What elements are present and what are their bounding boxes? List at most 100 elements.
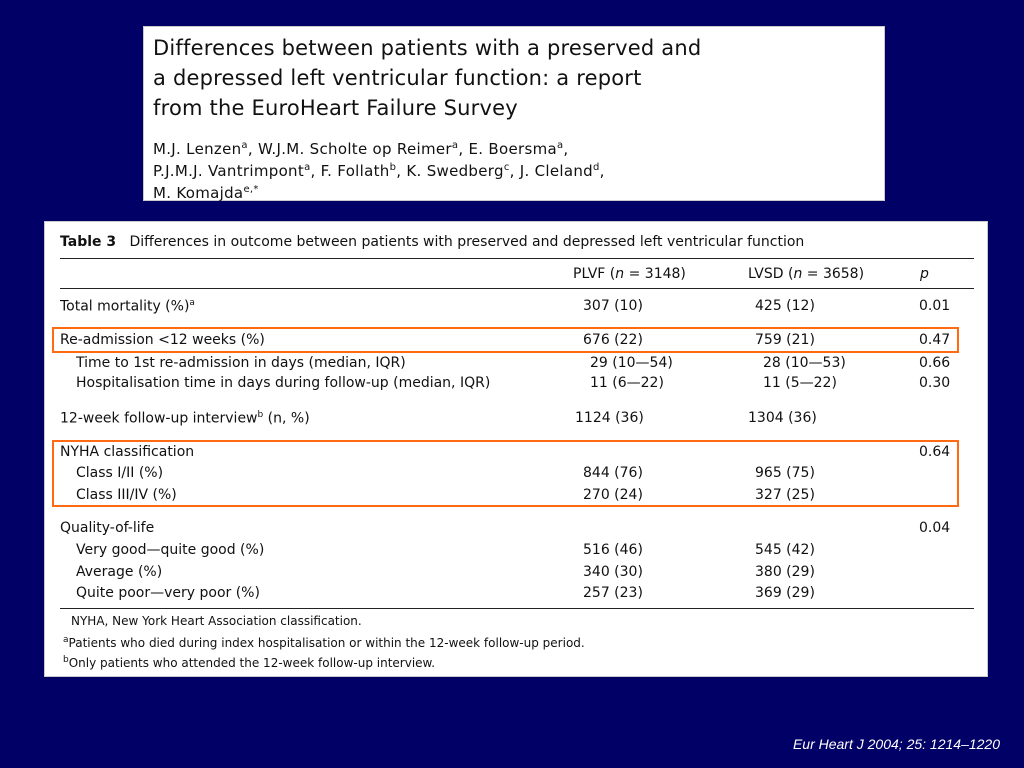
author-affiliation-mark: a [241,140,248,151]
row-label: Re-admission <12 weeks (%) [60,332,265,348]
article-title-card: Differences between patients with a pres… [143,26,885,202]
footnote-text: NYHA, New York Heart Association classif… [71,614,362,628]
table-row: Average (%) 340 (30) 380 (29) [45,564,989,584]
author-name: J. Cleland [519,162,593,180]
table-row: Class I/II (%) 844 (76) 965 (75) [45,465,989,485]
footnote: NYHA, New York Heart Association classif… [71,613,362,629]
cell-p-value: 0.01 [919,298,951,314]
table-row: Class III/IV (%) 270 (24) 327 (25) [45,487,989,507]
row-label-text: 12-week follow-up interview [60,410,258,427]
cell-plvf: 11 (6—22) [590,375,664,391]
row-label: Hospitalisation time in days during foll… [76,375,490,391]
highlight-nyha [52,440,959,507]
cell-p-value: 0.04 [919,520,951,536]
author-name: K. Swedberg [406,162,504,180]
table-rule-header [60,288,974,289]
table-row: Hospitalisation time in days during foll… [45,375,989,395]
footnote: aPatients who died during index hospital… [63,632,585,651]
author-name: W.J.M. Scholte op Reimer [258,140,452,158]
row-label: Time to 1st re-admission in days (median… [76,355,406,371]
cell-plvf: 844 (76) [583,465,643,481]
author-affiliation-mark: a [556,140,564,151]
cell-p-value: 0.47 [919,332,951,348]
table-row: Quality-of-life 0.04 [45,520,989,540]
cell-plvf: 29 (10—54) [590,355,673,371]
citation: Eur Heart J 2004; 25: 1214–1220 [792,736,1000,752]
table-row: 12-week follow-up interviewb (n, %) 1124 … [45,410,989,430]
author-name: M.J. Lenzen [153,140,242,158]
row-label: Class I/II (%) [76,465,163,481]
author-affiliation-mark: a [304,162,311,173]
table-row: Re-admission <12 weeks (%) 676 (22) 759 (2… [45,332,989,352]
cell-lvsd: 369 (29) [755,585,815,601]
row-footnote-mark: b [257,410,264,420]
table-row: Quite poor—very poor (%) 257 (23) 369 (29) [45,585,989,605]
author-affiliation-mark: c [503,162,510,173]
row-label-suffix: (n, %) [263,410,310,427]
row-label-text: Class I/II (%) [76,465,164,481]
cell-plvf: 676 (22) [583,332,643,348]
footnote-text: Only patients who attended the 12-week f… [68,656,436,670]
highlight-readmission [52,327,959,353]
table-row: Time to 1st re-admission in days (median… [45,355,989,375]
cell-lvsd: 380 (29) [755,564,815,580]
author-affiliation-mark: d [593,162,600,173]
cell-plvf: 516 (46) [583,542,643,558]
cell-plvf: 340 (30) [583,564,643,580]
cell-plvf: 270 (24) [583,487,643,503]
row-label: NYHA classification [60,444,194,460]
table-label: Table 3 [60,234,117,250]
row-label-text: Very good—quite good (%) [76,542,265,558]
table-row: Very good—quite good (%) 516 (46) 545 (42) [45,542,989,562]
row-label-text: Time to 1st re-admission in days (median… [76,355,406,371]
footnote-mark: a [63,635,69,645]
header-lvsd: LVSD (n = 3658) [748,266,865,282]
table-row: NYHA classification 0.64 [45,444,989,464]
row-label: Very good—quite good (%) [76,542,264,558]
row-label: Total mortality (%)a [60,298,195,315]
cell-plvf: 1124 (36) [575,410,644,426]
table-caption-text: Differences in outcome between patients … [129,234,805,250]
cell-lvsd: 425 (12) [755,298,815,314]
article-authors: M.J. Lenzena, W.J.M. Scholte op Reimera,… [153,140,605,202]
row-label: Quality-of-life [60,520,154,536]
cell-lvsd: 759 (21) [755,332,815,348]
cell-plvf: 257 (23) [583,585,643,601]
cell-lvsd: 327 (25) [755,487,815,503]
author-affiliation-mark: e,* [243,184,259,195]
row-label: 12-week follow-up interviewb (n, %) [60,410,310,427]
table-row: Total mortality (%)a 307 (10) 425 (12) 0.01 [45,298,989,318]
row-label-text: Hospitalisation time in days during foll… [76,375,491,391]
author-name: F. Follath [320,162,390,180]
header-plvf: PLVF (n = 3148) [573,266,686,282]
row-label: Quite poor—very poor (%) [76,585,260,601]
cell-lvsd: 965 (75) [755,465,815,481]
footnote-mark: b [63,655,69,665]
row-label: Average (%) [76,564,162,580]
table-rule-bottom [60,608,974,609]
cell-p-value: 0.64 [919,444,951,460]
row-label-text: Quite poor—very poor (%) [76,585,260,601]
cell-p-value: 0.30 [919,375,951,391]
cell-lvsd: 11 (5—22) [763,375,837,391]
header-p: p [920,266,929,282]
author-affiliation-mark: a [451,140,459,151]
row-label-text: Re-admission <12 weeks (%) [60,332,265,348]
row-label-text: Class III/IV (%) [76,487,177,503]
table-caption: Table 3 Differences in outcome between p… [60,234,804,250]
author-name: M. Komajda [153,184,244,202]
outcome-table-card: Table 3 Differences in outcome between p… [44,221,988,677]
row-label-text: Average (%) [76,564,163,580]
article-title-line-1: Differences between patients with a pres… [153,36,702,60]
cell-lvsd: 1304 (36) [748,410,817,426]
footnote-text: Patients who died during index hospitali… [68,636,585,650]
cell-lvsd: 28 (10—53) [763,355,846,371]
cell-p-value: 0.66 [919,355,951,371]
cell-plvf: 307 (10) [583,298,643,314]
article-title-line-2: a depressed left ventricular function: a… [153,66,642,90]
author-affiliation-mark: b [389,162,397,173]
cell-lvsd: 545 (42) [755,542,815,558]
row-label: Class III/IV (%) [76,487,177,503]
author-name: P.J.M.J. Vantrimpont [153,162,305,180]
row-label-text: Total mortality (%) [60,298,190,315]
